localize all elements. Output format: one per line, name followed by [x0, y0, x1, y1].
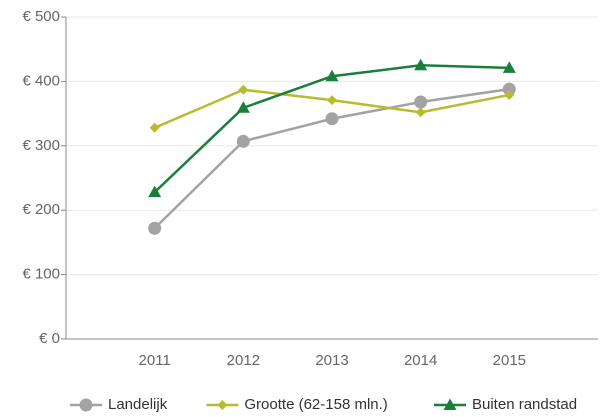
data-point — [414, 58, 428, 71]
data-point — [327, 95, 337, 106]
data-point — [502, 82, 516, 96]
x-tick-label: 2012 — [227, 352, 260, 369]
data-point — [414, 95, 428, 109]
y-tick-label: € 0 — [39, 330, 60, 347]
y-tick-label: € 200 — [22, 201, 60, 218]
legend-marker — [443, 398, 457, 410]
legend-marker — [79, 398, 93, 412]
x-tick-label: 2011 — [139, 352, 171, 369]
data-point — [504, 89, 515, 100]
legend-label: Grootte (62-158 mln.) — [244, 396, 387, 413]
data-point — [148, 221, 162, 235]
legend-marker — [217, 400, 228, 410]
x-tick-label: 2013 — [315, 352, 348, 369]
series-line — [153, 64, 510, 194]
x-tick-label: 2014 — [404, 352, 437, 369]
data-point — [502, 61, 516, 73]
data-point — [236, 134, 250, 148]
legend-label: Landelijk — [108, 396, 168, 413]
y-tick-label: € 300 — [22, 137, 60, 154]
data-point — [236, 101, 250, 113]
y-tick-label: € 100 — [22, 266, 60, 283]
data-point — [325, 112, 339, 126]
data-point — [325, 69, 339, 82]
legend-label: Buiten randstad — [472, 396, 577, 413]
x-tick-label: 2015 — [493, 352, 526, 369]
y-tick-label: € 400 — [22, 72, 60, 89]
data-point — [238, 84, 249, 95]
data-point — [149, 122, 160, 133]
data-point — [415, 107, 426, 118]
series-line — [153, 87, 510, 230]
data-point — [148, 185, 162, 198]
y-tick-label: € 500 — [22, 8, 60, 25]
